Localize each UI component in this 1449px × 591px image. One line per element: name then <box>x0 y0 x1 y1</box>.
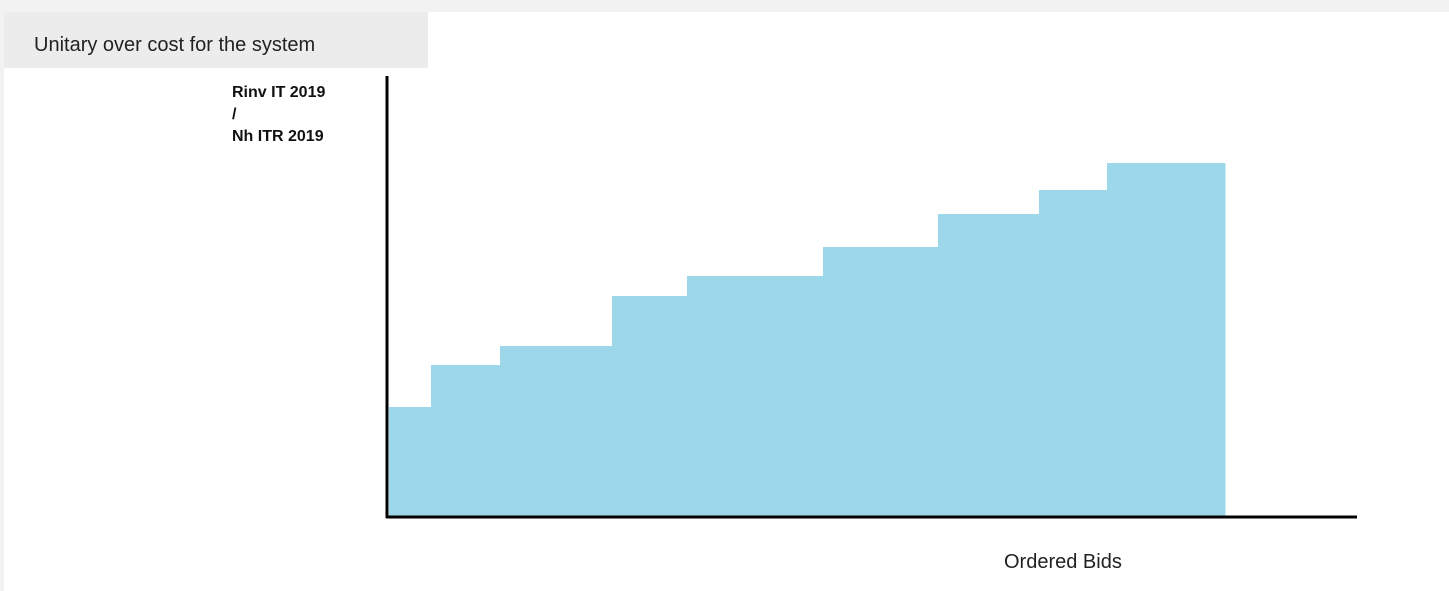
bid-bar-9 <box>1107 163 1226 516</box>
bid-bar-5 <box>687 276 824 516</box>
y-axis-label-line-1: Rinv IT 2019 <box>232 84 326 101</box>
y-axis-label: Rinv IT 2019 / Nh ITR 2019 <box>232 82 325 148</box>
bid-bar-4 <box>612 296 688 516</box>
chart-title: Unitary over cost for the system <box>4 12 428 68</box>
y-axis-label-line-2: / <box>232 106 237 123</box>
bid-bar-2 <box>431 365 501 516</box>
bid-bar-1 <box>389 407 432 516</box>
x-axis-label: Ordered Bids <box>1004 551 1122 573</box>
bid-bar-3 <box>500 346 613 516</box>
bid-bar-6 <box>823 247 939 516</box>
bid-bar-7 <box>938 214 1040 516</box>
bid-bar-8 <box>1039 190 1108 516</box>
y-axis-label-line-3: Nh ITR 2019 <box>232 128 324 145</box>
